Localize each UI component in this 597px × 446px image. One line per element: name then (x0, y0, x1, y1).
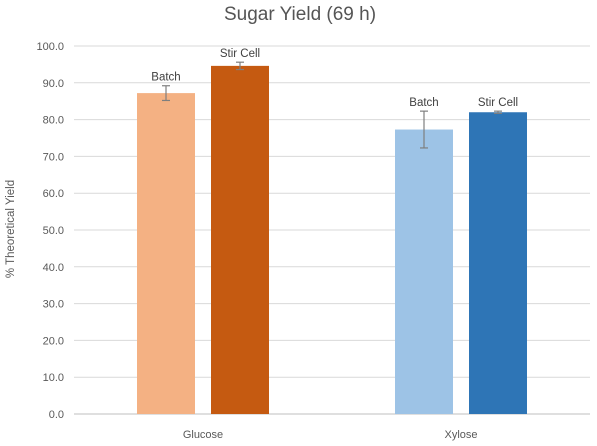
bar-data-label: Batch (409, 97, 438, 109)
bars (137, 65, 527, 415)
x-axis-ticks: Glucose Xylose (183, 429, 478, 441)
y-tick-label: 90.0 (43, 78, 64, 90)
y-tick-label: 70.0 (43, 151, 64, 163)
y-axis-ticks: 0.0 10.0 20.0 30.0 40.0 50.0 60.0 70.0 80.0 90.0 1… (36, 41, 64, 421)
y-axis-label: % Theoretical Yield (5, 180, 17, 278)
x-tick-label: Glucose (183, 429, 223, 441)
error-bars (162, 61, 502, 149)
x-tick-label: Xylose (444, 429, 477, 441)
chart-title: Sugar Yield (69 h) (224, 4, 376, 25)
y-tick-label: 60.0 (43, 188, 64, 200)
bar-glucose-batch (137, 93, 195, 414)
bar-xylose-batch (395, 129, 453, 414)
y-tick-label: 50.0 (43, 225, 64, 237)
bar-data-label: Stir Cell (478, 97, 518, 109)
y-tick-label: 80.0 (43, 115, 64, 127)
y-tick-label: 100.0 (36, 41, 64, 53)
y-tick-label: 30.0 (43, 299, 64, 311)
bar-data-label: Batch (151, 72, 180, 84)
bar-glucose-stir-cell (211, 65, 269, 414)
bar-labels: Batch Stir Cell Batch Stir Cell (151, 48, 518, 109)
y-tick-label: 0.0 (49, 409, 64, 421)
y-tick-label: 40.0 (43, 262, 64, 274)
y-tick-label: 20.0 (43, 335, 64, 347)
bar-data-label: Stir Cell (220, 48, 260, 60)
bar-xylose-stir-cell (469, 112, 527, 415)
y-tick-label: 10.0 (43, 372, 64, 384)
